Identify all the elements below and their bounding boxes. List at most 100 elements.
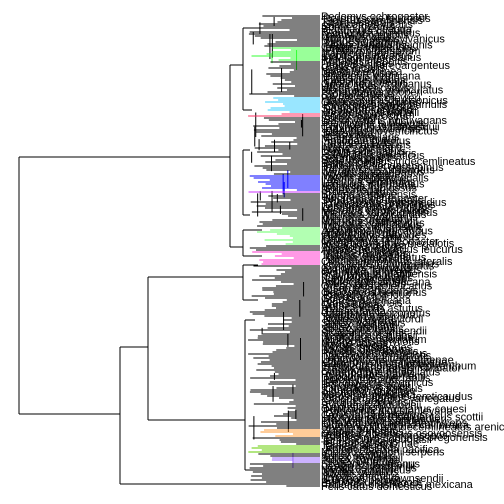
tip-label: Oreamnos americanus <box>321 281 433 293</box>
tip-label: Canis familiaris <box>325 132 400 144</box>
tip-label: Euderma maculatum <box>325 334 427 346</box>
tip-label: Scapanus latimanus <box>321 459 421 471</box>
tip-label: Peromyscus truei <box>323 381 408 393</box>
tip-label: Blarina carolinensis <box>321 189 417 201</box>
tip-label: Zapus trinotatus <box>325 426 404 438</box>
tip-label: Myotis occultus <box>323 467 399 479</box>
tip-label: Myotis yumanensis <box>325 346 419 358</box>
tip-label: Urocyon cinereoargenteus <box>321 60 451 72</box>
tip-label: Dipodomys ordii <box>323 234 402 246</box>
tip-label: Neotoma floridana <box>323 105 414 117</box>
tip-label: Odocoileus virginianus couesi <box>321 403 467 415</box>
tip-label: Tamiasciurus douglasii <box>321 434 432 446</box>
tip-label: Lynx rufus <box>325 64 376 76</box>
tip-label: Eptesicus fuscus <box>323 74 406 86</box>
tip-label: Microtus chrotorrhinus <box>321 205 430 217</box>
tip-label: Eumops perotis <box>325 475 402 487</box>
tip-label: Mustela frenata <box>321 134 398 146</box>
tip-label: Blarina brevicauda <box>321 23 413 35</box>
tip-label: Bassariscus astutus <box>325 303 423 315</box>
tip-label: Odocoileus virginianus <box>321 78 432 90</box>
tip-label: Dicrostonyx hudsonius <box>325 199 436 211</box>
tip-label: Spermophilus tridecemlineatus <box>325 156 476 168</box>
tip-label: Myotis sodalis <box>321 170 391 182</box>
tip-label: Microtus pinetorum <box>321 109 415 121</box>
tip-label: Sorex fumeus <box>325 89 393 101</box>
tip-label: Martes americana <box>323 295 412 307</box>
tip-label: Neotoma mexicana <box>321 389 417 401</box>
tip-label: Mormoops megalophylla <box>321 358 442 370</box>
tip-label: Sciurus griseus <box>323 436 399 448</box>
tip-label: Odocoileus hemionus <box>321 287 427 299</box>
tip-label: Dipodomys spectabilis <box>321 373 431 385</box>
tip-label: Sigmodon hispidus <box>321 103 414 115</box>
tip-label: Canis latrans mearnsi <box>321 409 427 421</box>
tip-label: Myotis septentrionalis <box>323 172 429 184</box>
tip-label: Lasiurus blossevillii <box>321 461 415 473</box>
tip-label: Puma concolor <box>321 144 395 156</box>
tip-label: Rangifer tarandus <box>323 289 411 301</box>
tip-label: Neurotrichus gibbsii <box>321 330 418 342</box>
tip-label: Tamias quadrivittatus <box>323 252 427 264</box>
tip-label: Glaucomys sabrinus oregonensis <box>325 432 488 444</box>
tip-label: Antilocapra americana <box>321 277 431 289</box>
tip-label: Urocyon cinereoargenteus scottii <box>323 412 483 424</box>
tip-label: Scapanus townsendii <box>323 326 427 338</box>
tip-label: Nyctinomops macrotis <box>323 350 432 362</box>
tip-label: Scapanus orarius <box>321 328 407 340</box>
tip-label: Mephitis mephitis <box>323 56 408 68</box>
tip-label: Eumops floridanus <box>325 181 417 193</box>
tip-label: Martes pennanti <box>323 142 402 154</box>
tip-label: Sorex monticolus <box>321 318 406 330</box>
tip-label: Erethizon dorsatum epixanthum <box>321 360 476 372</box>
tip-label: Neotoma albigula <box>323 387 409 399</box>
tip-label: Zapus princeps <box>323 424 399 436</box>
tip-label: Ursus arctos <box>325 291 387 303</box>
tip-label: Myotis auriculus <box>321 471 400 483</box>
tip-label: Nycticeius humeralis <box>325 119 426 131</box>
tip-label: Tadarida brasiliensis <box>321 123 421 135</box>
tip-label: Lasiurus cinereus <box>321 174 408 186</box>
tip-label: Callospermophilus lateralis <box>321 256 453 268</box>
tip-label: Ursus americanus <box>321 83 410 95</box>
tip-label: Sorex ornatus <box>325 456 394 468</box>
tip-label: Sorex dispar <box>321 185 383 197</box>
tip-label: Lemmiscus curtatus <box>325 224 423 236</box>
tip-label: Sorex vagrans <box>325 315 396 327</box>
tip-label: Synaptomys borealis <box>321 195 424 207</box>
tip-label: Mephitis macroura <box>325 309 416 321</box>
tip-label: Microtus longicaudus <box>323 209 427 221</box>
tip-label: Xerospermophilus tereticaudus <box>321 391 473 403</box>
tip-label: Cynomys ludovicianus <box>325 260 435 272</box>
tip-label: Vulpes vulpes <box>325 58 394 70</box>
tip-label: Eutamias sonomae <box>325 438 419 450</box>
tip-label: Perimyotis subflavus <box>323 117 424 129</box>
tip-label: Lasiurus xanthinus <box>325 463 417 475</box>
tip-label: Nasua narica <box>321 305 387 317</box>
tip-label: Canis latrans <box>321 62 386 74</box>
tip-label: Lasiurus borealis <box>325 76 409 88</box>
tip-label: Sorex bendirii <box>323 448 390 460</box>
tip-label: Tamias striatus <box>321 17 395 29</box>
tip-label: Sus scrofa <box>321 127 374 139</box>
tip-label: Aplodontia rufa pacifica <box>325 444 440 456</box>
tip-label: Lynx rufus baileyi <box>325 407 410 419</box>
tip-label: Microtus californicus <box>325 217 425 229</box>
tip-label: Parastrellus hesperus <box>321 348 428 360</box>
tip-label: Rattus norvegicus <box>321 29 410 41</box>
tip-label: Ondatra zibethicus <box>323 44 415 56</box>
tip-label: Ovis canadensis <box>325 279 406 291</box>
tip-label: Reithrodontomys megalotis <box>321 238 455 250</box>
tip-label: Sorex palustris <box>325 187 398 199</box>
tip-label: Sorex cinereus <box>321 21 395 33</box>
tip-label: Phenacomys intermedius <box>323 197 447 209</box>
tip-label: Tayassu tajacu <box>321 311 394 323</box>
tip-label: Chaetodipus penicillatus <box>321 367 441 379</box>
tip-label: Tadarida brasiliensis mexicana <box>323 479 474 491</box>
tip-label: Microtus pennsylvanicus <box>325 33 445 45</box>
tip-label: Myodes gapperi <box>321 36 399 48</box>
tip-label: Sorex trowbridgii <box>321 452 403 464</box>
tip-label: Thomomys bottae <box>325 365 413 377</box>
tip-label: Otospermophilus variegatus <box>323 393 460 405</box>
